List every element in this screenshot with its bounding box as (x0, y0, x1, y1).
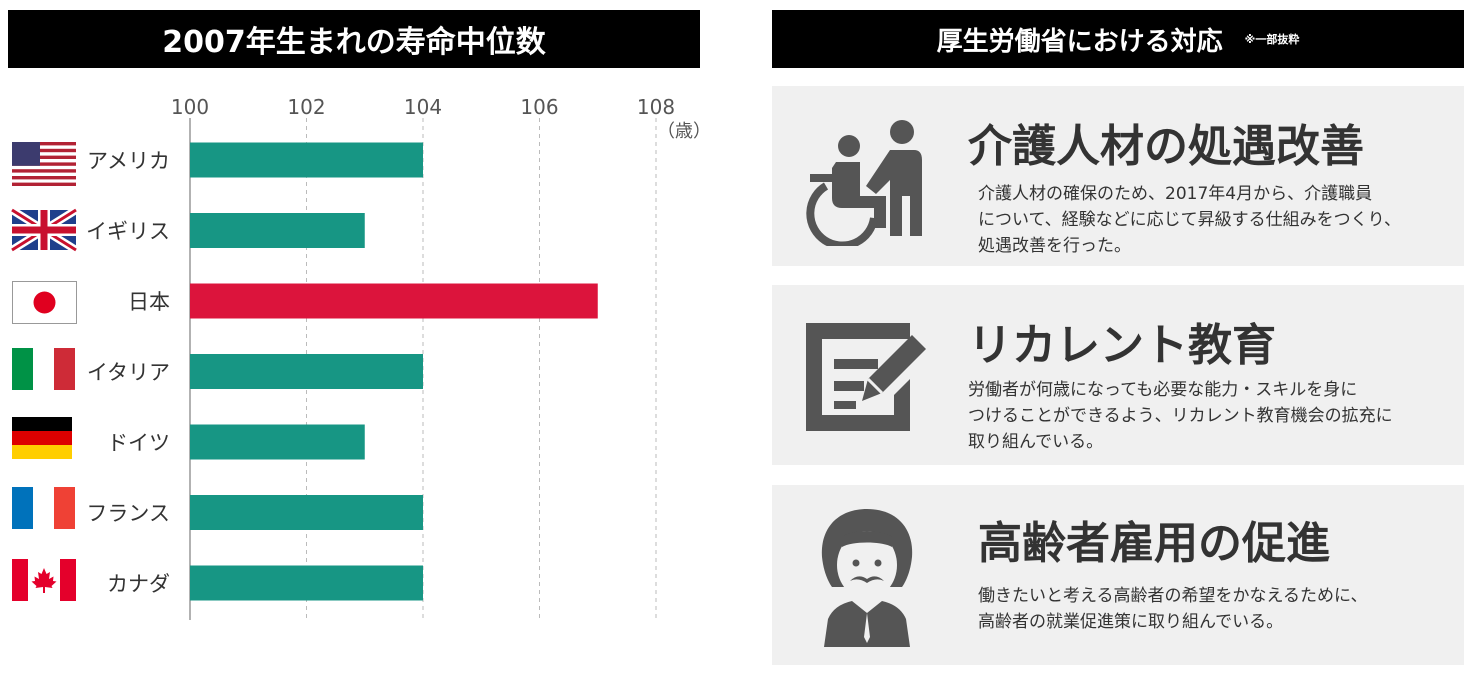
uk-flag-icon (9, 206, 79, 254)
canada-flag-icon (12, 559, 76, 601)
x-tick-label: 104 (404, 95, 442, 119)
policy-panel-care-workers: 介護人材の処遇改善 介護人材の確保のため、2017年4月から、介護職員 について… (772, 86, 1464, 266)
x-tick-label: 108 (637, 95, 675, 119)
policy-panel-elderly-employment: 高齢者雇用の促進 働きたいと考える高齢者の希望をかなえるために、 高齢者の就業促… (772, 485, 1464, 665)
wheelchair-assist-icon (806, 120, 922, 246)
chart-title: 2007年生まれの寿命中位数 (162, 25, 546, 60)
x-tick-label: 106 (520, 95, 558, 119)
category-label: 日本 (128, 290, 170, 314)
category-label: カナダ (107, 572, 170, 596)
policy-title: 厚生労働省における対応 (936, 26, 1223, 57)
chart-header: 2007年生まれの寿命中位数 (8, 10, 700, 68)
category-label: ドイツ (107, 431, 170, 455)
panel-description: 働きたいと考える高齢者の希望をかなえるために、 高齢者の就業促進策に取り組んでい… (978, 586, 1368, 632)
france-flag-icon (12, 487, 75, 529)
category-label: アメリカ (87, 149, 170, 173)
category-label: イタリア (87, 361, 170, 385)
axis-unit-label: （歳） (657, 121, 711, 142)
bar (190, 565, 423, 601)
panel-title: リカレント教育 (968, 320, 1276, 371)
usa-flag-icon (12, 142, 76, 186)
x-tick-label: 102 (287, 95, 325, 119)
policy-note: ※一部抜粋 (1244, 33, 1300, 46)
panel-title: 高齢者雇用の促進 (978, 518, 1330, 569)
bar (190, 283, 598, 319)
policy-header: 厚生労働省における対応 ※一部抜粋 (772, 10, 1464, 68)
panel-title: 介護人材の処遇改善 (968, 121, 1364, 172)
category-label: フランス (86, 502, 170, 526)
x-tick-label: 100 (171, 95, 209, 119)
bar (190, 142, 423, 178)
category-label: イギリス (86, 220, 170, 244)
panel-description: 労働者が何歳になっても必要な能力・スキルを身に つけることができるよう、リカレン… (968, 380, 1393, 452)
document-pen-icon (806, 323, 926, 431)
bar (190, 495, 423, 530)
italy-flag-icon (12, 348, 75, 390)
bar (190, 354, 423, 389)
bar-chart: 100 102 104 106 108 アメリカイギリス日本イタリアドイツフランスカナダ… (9, 95, 711, 620)
japan-flag-icon (12, 281, 77, 324)
bar (190, 424, 365, 460)
panel-description: 介護人材の確保のため、2017年4月から、介護職員 について、経験などに応じて昇… (978, 184, 1401, 256)
germany-flag-icon (12, 417, 72, 459)
bar (190, 213, 365, 248)
policy-panel-recurrent-education: リカレント教育 労働者が何歳になっても必要な能力・スキルを身に つけることができ… (772, 285, 1464, 465)
elderly-man-icon (821, 509, 913, 647)
